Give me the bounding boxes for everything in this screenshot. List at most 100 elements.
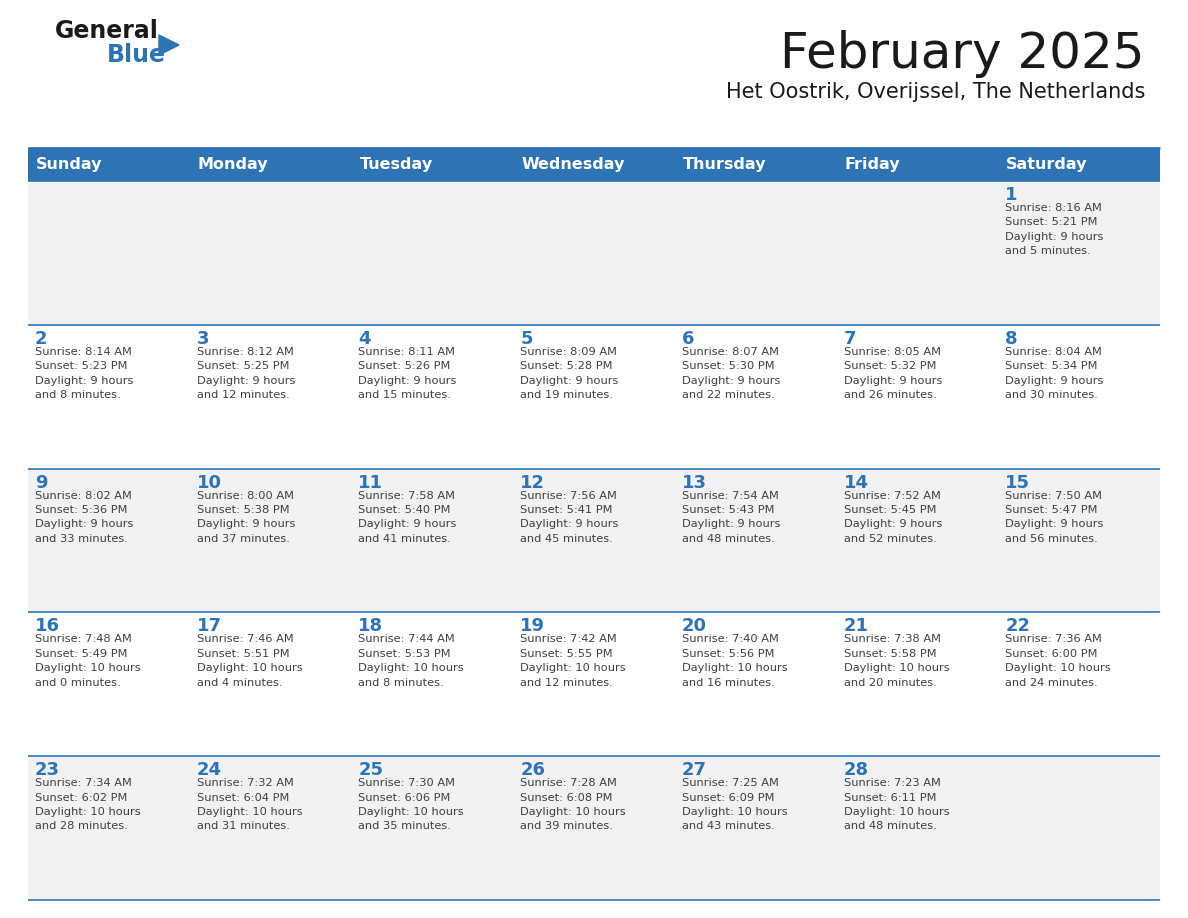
Bar: [352, 468, 513, 612]
Text: Sunrise: 8:11 AM
Sunset: 5:26 PM
Daylight: 9 hours
and 15 minutes.: Sunrise: 8:11 AM Sunset: 5:26 PM Dayligh…: [359, 347, 457, 400]
Text: Sunrise: 7:30 AM
Sunset: 6:06 PM
Daylight: 10 hours
and 35 minutes.: Sunrise: 7:30 AM Sunset: 6:06 PM Dayligh…: [359, 778, 465, 832]
Bar: [675, 325, 836, 468]
Text: Sunrise: 7:23 AM
Sunset: 6:11 PM
Daylight: 10 hours
and 48 minutes.: Sunrise: 7:23 AM Sunset: 6:11 PM Dayligh…: [843, 778, 949, 832]
Text: Sunrise: 7:42 AM
Sunset: 5:55 PM
Daylight: 10 hours
and 12 minutes.: Sunrise: 7:42 AM Sunset: 5:55 PM Dayligh…: [520, 634, 626, 688]
Bar: [352, 756, 513, 900]
Bar: [675, 468, 836, 612]
Text: General: General: [55, 19, 159, 43]
Bar: [190, 468, 352, 612]
Text: 7: 7: [843, 330, 857, 348]
Text: Sunrise: 7:34 AM
Sunset: 6:02 PM
Daylight: 10 hours
and 28 minutes.: Sunrise: 7:34 AM Sunset: 6:02 PM Dayligh…: [34, 778, 140, 832]
Bar: [29, 756, 190, 900]
Text: 16: 16: [34, 618, 61, 635]
Text: Sunrise: 7:36 AM
Sunset: 6:00 PM
Daylight: 10 hours
and 24 minutes.: Sunrise: 7:36 AM Sunset: 6:00 PM Dayligh…: [1005, 634, 1111, 688]
Bar: [513, 181, 675, 325]
Bar: [836, 181, 998, 325]
Text: 19: 19: [520, 618, 545, 635]
Text: Sunrise: 7:56 AM
Sunset: 5:41 PM
Daylight: 9 hours
and 45 minutes.: Sunrise: 7:56 AM Sunset: 5:41 PM Dayligh…: [520, 490, 619, 543]
Bar: [352, 325, 513, 468]
Text: 3: 3: [197, 330, 209, 348]
Bar: [675, 612, 836, 756]
Text: 1: 1: [1005, 186, 1018, 204]
Text: 27: 27: [682, 761, 707, 779]
Text: Saturday: Saturday: [1006, 157, 1088, 172]
Text: Het Oostrik, Overijssel, The Netherlands: Het Oostrik, Overijssel, The Netherlands: [726, 82, 1145, 102]
Bar: [352, 181, 513, 325]
Text: 14: 14: [843, 474, 868, 492]
Text: Sunrise: 7:58 AM
Sunset: 5:40 PM
Daylight: 9 hours
and 41 minutes.: Sunrise: 7:58 AM Sunset: 5:40 PM Dayligh…: [359, 490, 457, 543]
Text: 18: 18: [359, 618, 384, 635]
Bar: [29, 148, 1159, 181]
Polygon shape: [159, 35, 179, 55]
Text: 12: 12: [520, 474, 545, 492]
Text: 28: 28: [843, 761, 868, 779]
Text: Sunday: Sunday: [36, 157, 102, 172]
Text: 20: 20: [682, 618, 707, 635]
Text: Sunrise: 8:12 AM
Sunset: 5:25 PM
Daylight: 9 hours
and 12 minutes.: Sunrise: 8:12 AM Sunset: 5:25 PM Dayligh…: [197, 347, 295, 400]
Text: 4: 4: [359, 330, 371, 348]
Text: 21: 21: [843, 618, 868, 635]
Bar: [998, 325, 1159, 468]
Text: Sunrise: 7:38 AM
Sunset: 5:58 PM
Daylight: 10 hours
and 20 minutes.: Sunrise: 7:38 AM Sunset: 5:58 PM Dayligh…: [843, 634, 949, 688]
Bar: [513, 468, 675, 612]
Bar: [29, 468, 190, 612]
Text: 6: 6: [682, 330, 694, 348]
Text: 2: 2: [34, 330, 48, 348]
Text: Sunrise: 8:16 AM
Sunset: 5:21 PM
Daylight: 9 hours
and 5 minutes.: Sunrise: 8:16 AM Sunset: 5:21 PM Dayligh…: [1005, 203, 1104, 256]
Text: 8: 8: [1005, 330, 1018, 348]
Bar: [513, 325, 675, 468]
Text: Sunrise: 7:46 AM
Sunset: 5:51 PM
Daylight: 10 hours
and 4 minutes.: Sunrise: 7:46 AM Sunset: 5:51 PM Dayligh…: [197, 634, 302, 688]
Bar: [190, 612, 352, 756]
Bar: [998, 756, 1159, 900]
Text: 22: 22: [1005, 618, 1030, 635]
Text: Blue: Blue: [107, 43, 166, 67]
Text: Wednesday: Wednesday: [522, 157, 625, 172]
Bar: [675, 181, 836, 325]
Bar: [190, 181, 352, 325]
Bar: [29, 612, 190, 756]
Text: February 2025: February 2025: [781, 30, 1145, 78]
Text: Sunrise: 7:25 AM
Sunset: 6:09 PM
Daylight: 10 hours
and 43 minutes.: Sunrise: 7:25 AM Sunset: 6:09 PM Dayligh…: [682, 778, 788, 832]
Text: Sunrise: 7:28 AM
Sunset: 6:08 PM
Daylight: 10 hours
and 39 minutes.: Sunrise: 7:28 AM Sunset: 6:08 PM Dayligh…: [520, 778, 626, 832]
Bar: [836, 468, 998, 612]
Text: 13: 13: [682, 474, 707, 492]
Text: Friday: Friday: [845, 157, 901, 172]
Text: 23: 23: [34, 761, 61, 779]
Bar: [836, 756, 998, 900]
Text: Sunrise: 7:40 AM
Sunset: 5:56 PM
Daylight: 10 hours
and 16 minutes.: Sunrise: 7:40 AM Sunset: 5:56 PM Dayligh…: [682, 634, 788, 688]
Bar: [513, 756, 675, 900]
Text: Thursday: Thursday: [683, 157, 766, 172]
Text: Sunrise: 7:50 AM
Sunset: 5:47 PM
Daylight: 9 hours
and 56 minutes.: Sunrise: 7:50 AM Sunset: 5:47 PM Dayligh…: [1005, 490, 1104, 543]
Bar: [836, 325, 998, 468]
Text: Sunrise: 8:00 AM
Sunset: 5:38 PM
Daylight: 9 hours
and 37 minutes.: Sunrise: 8:00 AM Sunset: 5:38 PM Dayligh…: [197, 490, 295, 543]
Bar: [998, 468, 1159, 612]
Text: Sunrise: 8:09 AM
Sunset: 5:28 PM
Daylight: 9 hours
and 19 minutes.: Sunrise: 8:09 AM Sunset: 5:28 PM Dayligh…: [520, 347, 619, 400]
Text: Tuesday: Tuesday: [360, 157, 432, 172]
Bar: [29, 181, 190, 325]
Text: Sunrise: 8:02 AM
Sunset: 5:36 PM
Daylight: 9 hours
and 33 minutes.: Sunrise: 8:02 AM Sunset: 5:36 PM Dayligh…: [34, 490, 133, 543]
Text: 5: 5: [520, 330, 532, 348]
Text: Sunrise: 8:05 AM
Sunset: 5:32 PM
Daylight: 9 hours
and 26 minutes.: Sunrise: 8:05 AM Sunset: 5:32 PM Dayligh…: [843, 347, 942, 400]
Text: Sunrise: 8:07 AM
Sunset: 5:30 PM
Daylight: 9 hours
and 22 minutes.: Sunrise: 8:07 AM Sunset: 5:30 PM Dayligh…: [682, 347, 781, 400]
Bar: [352, 612, 513, 756]
Bar: [675, 756, 836, 900]
Text: Sunrise: 7:54 AM
Sunset: 5:43 PM
Daylight: 9 hours
and 48 minutes.: Sunrise: 7:54 AM Sunset: 5:43 PM Dayligh…: [682, 490, 781, 543]
Text: Sunrise: 8:04 AM
Sunset: 5:34 PM
Daylight: 9 hours
and 30 minutes.: Sunrise: 8:04 AM Sunset: 5:34 PM Dayligh…: [1005, 347, 1104, 400]
Bar: [836, 612, 998, 756]
Text: 26: 26: [520, 761, 545, 779]
Text: Monday: Monday: [197, 157, 268, 172]
Text: Sunrise: 7:44 AM
Sunset: 5:53 PM
Daylight: 10 hours
and 8 minutes.: Sunrise: 7:44 AM Sunset: 5:53 PM Dayligh…: [359, 634, 465, 688]
Text: Sunrise: 7:32 AM
Sunset: 6:04 PM
Daylight: 10 hours
and 31 minutes.: Sunrise: 7:32 AM Sunset: 6:04 PM Dayligh…: [197, 778, 302, 832]
Text: Sunrise: 7:48 AM
Sunset: 5:49 PM
Daylight: 10 hours
and 0 minutes.: Sunrise: 7:48 AM Sunset: 5:49 PM Dayligh…: [34, 634, 140, 688]
Text: 17: 17: [197, 618, 222, 635]
Bar: [998, 612, 1159, 756]
Text: 25: 25: [359, 761, 384, 779]
Bar: [190, 325, 352, 468]
Bar: [998, 181, 1159, 325]
Text: Sunrise: 8:14 AM
Sunset: 5:23 PM
Daylight: 9 hours
and 8 minutes.: Sunrise: 8:14 AM Sunset: 5:23 PM Dayligh…: [34, 347, 133, 400]
Text: 24: 24: [197, 761, 222, 779]
Bar: [29, 325, 190, 468]
Bar: [513, 612, 675, 756]
Text: 11: 11: [359, 474, 384, 492]
Text: 15: 15: [1005, 474, 1030, 492]
